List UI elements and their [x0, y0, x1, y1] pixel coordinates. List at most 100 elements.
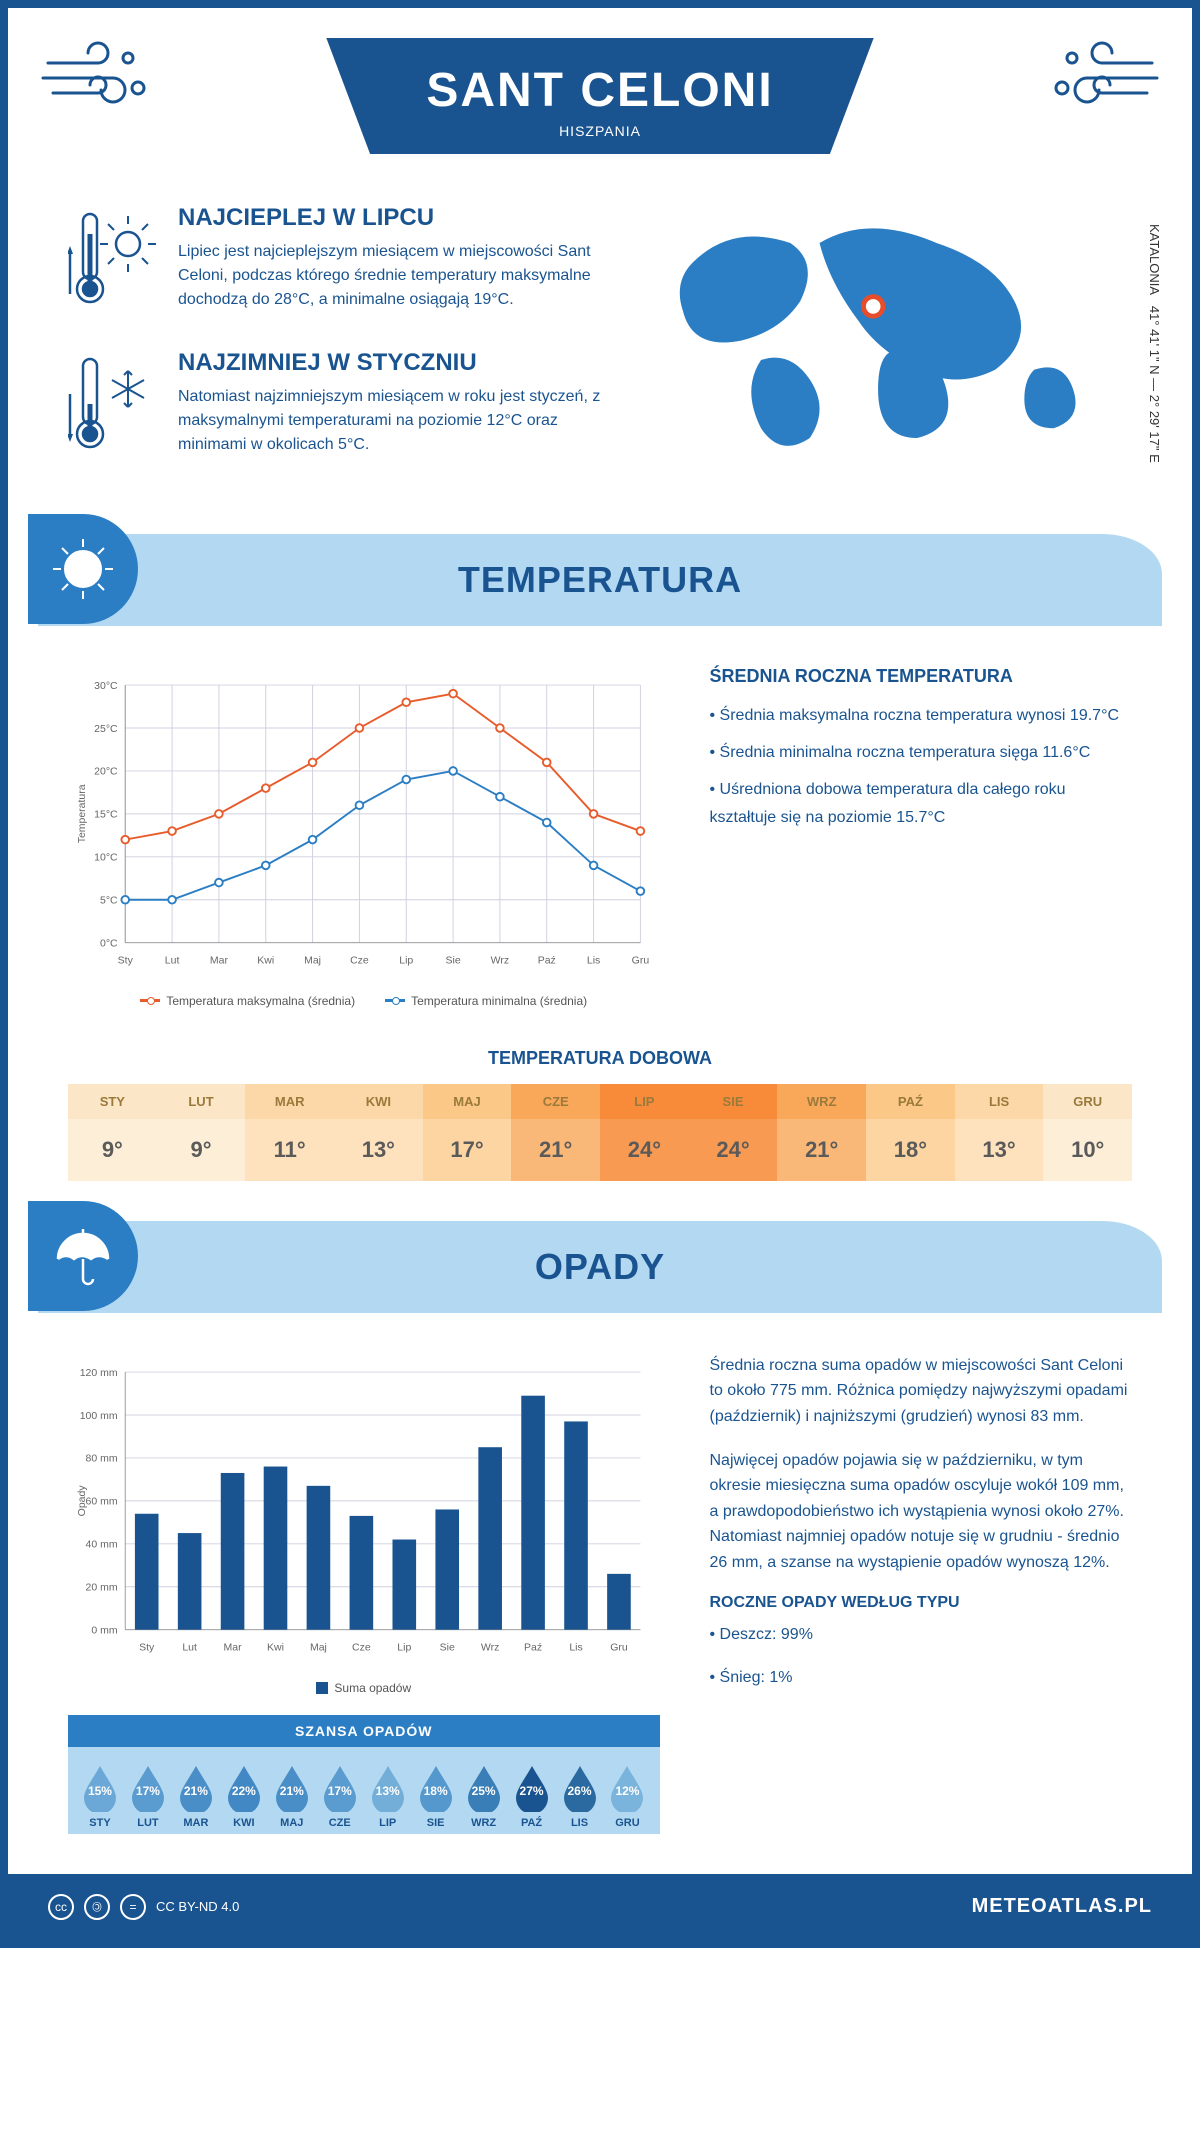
location-title: SANT CELONI: [426, 63, 773, 118]
chance-month-label: LIS: [556, 1817, 604, 1829]
svg-text:Sie: Sie: [440, 1642, 455, 1653]
chance-month-label: CZE: [316, 1817, 364, 1829]
svg-text:Gru: Gru: [632, 956, 650, 967]
daily-temp-column: MAJ 17°: [423, 1084, 512, 1181]
precip-para-2: Najwięcej opadów pojawia się w październ…: [710, 1448, 1133, 1576]
daily-temp-column: LIS 13°: [955, 1084, 1044, 1181]
svg-text:25°C: 25°C: [94, 724, 118, 735]
svg-text:60 mm: 60 mm: [86, 1497, 118, 1508]
chance-month-label: MAR: [172, 1817, 220, 1829]
raindrop-icon: 18%: [416, 1762, 456, 1812]
umbrella-icon: [28, 1201, 138, 1311]
temp-value: 24°: [600, 1119, 689, 1181]
temp-value: 13°: [334, 1119, 423, 1181]
raindrop-icon: 17%: [320, 1762, 360, 1812]
month-header: MAR: [245, 1084, 334, 1119]
temp-value: 24°: [689, 1119, 778, 1181]
temp-value: 11°: [245, 1119, 334, 1181]
temperature-line-chart: 0°C5°C10°C15°C20°C25°C30°CStyLutMarKwiMa…: [68, 666, 660, 1008]
svg-text:Kwi: Kwi: [267, 1642, 284, 1653]
svg-text:Lut: Lut: [165, 956, 180, 967]
legend-item: Suma opadów: [316, 1681, 411, 1695]
svg-text:Opady: Opady: [77, 1484, 88, 1516]
month-header: GRU: [1043, 1084, 1132, 1119]
raindrop-icon: 17%: [128, 1762, 168, 1812]
summary-title: ŚREDNIA ROCZNA TEMPERATURA: [710, 666, 1133, 687]
world-map-icon: [644, 204, 1132, 458]
daily-temp-column: PAŹ 18°: [866, 1084, 955, 1181]
cc-icon: cc: [48, 1894, 74, 1920]
section-title: OPADY: [68, 1246, 1132, 1288]
chance-title: SZANSA OPADÓW: [68, 1715, 660, 1747]
svg-text:Maj: Maj: [304, 956, 321, 967]
daily-temp-column: WRZ 21°: [777, 1084, 866, 1181]
temp-value: 18°: [866, 1119, 955, 1181]
chance-column: 22% KWI: [220, 1762, 268, 1829]
coldest-text: Natomiast najzimniejszym miesiącem w rok…: [178, 385, 604, 457]
daily-temp-column: CZE 21°: [511, 1084, 600, 1181]
intro-section: NAJCIEPLEJ W LIPCU Lipiec jest najcieple…: [8, 204, 1192, 534]
svg-text:Mar: Mar: [224, 1642, 243, 1653]
summary-bullet: • Średnia maksymalna roczna temperatura …: [710, 702, 1133, 729]
svg-text:Temperatura: Temperatura: [77, 784, 88, 843]
month-header: WRZ: [777, 1084, 866, 1119]
coldest-block: NAJZIMNIEJ W STYCZNIU Natomiast najzimni…: [68, 349, 604, 464]
chance-month-label: WRZ: [460, 1817, 508, 1829]
svg-text:Wrz: Wrz: [491, 956, 509, 967]
raindrop-icon: 13%: [368, 1762, 408, 1812]
chance-month-label: PAŹ: [508, 1817, 556, 1829]
svg-text:Sty: Sty: [118, 956, 134, 967]
svg-text:100 mm: 100 mm: [80, 1411, 118, 1422]
daily-temperature-table: TEMPERATURA DOBOWA STY 9° LUT 9° MAR 11°…: [68, 1048, 1132, 1181]
chance-month-label: STY: [76, 1817, 124, 1829]
raindrop-icon: 27%: [512, 1762, 552, 1812]
temp-value: 9°: [68, 1119, 157, 1181]
svg-text:20 mm: 20 mm: [86, 1582, 118, 1593]
svg-text:Kwi: Kwi: [257, 956, 274, 967]
precipitation-section-header: OPADY: [38, 1221, 1162, 1313]
chance-column: 27% PAŹ: [508, 1762, 556, 1829]
svg-text:Maj: Maj: [310, 1642, 327, 1653]
svg-text:Gru: Gru: [610, 1642, 628, 1653]
svg-text:Lip: Lip: [399, 956, 413, 967]
svg-text:Lis: Lis: [569, 1642, 582, 1653]
chance-column: 12% GRU: [603, 1762, 651, 1829]
raindrop-icon: 25%: [464, 1762, 504, 1812]
temp-value: 13°: [955, 1119, 1044, 1181]
month-header: SIE: [689, 1084, 778, 1119]
precip-para-1: Średnia roczna suma opadów w miejscowośc…: [710, 1353, 1133, 1430]
chance-column: 21% MAJ: [268, 1762, 316, 1829]
daily-temp-title: TEMPERATURA DOBOWA: [68, 1048, 1132, 1069]
svg-text:Sty: Sty: [139, 1642, 155, 1653]
svg-text:Mar: Mar: [210, 956, 229, 967]
svg-text:40 mm: 40 mm: [86, 1539, 118, 1550]
daily-temp-column: LIP 24°: [600, 1084, 689, 1181]
svg-text:Sie: Sie: [446, 956, 461, 967]
license-text: CC BY-ND 4.0: [156, 1899, 239, 1914]
svg-text:Paź: Paź: [524, 1642, 542, 1653]
temperature-summary: ŚREDNIA ROCZNA TEMPERATURA • Średnia mak…: [710, 666, 1133, 1008]
svg-text:Cze: Cze: [352, 1642, 371, 1653]
legend-item: .legend-swatch[style*='#2b7ec4']::after{…: [385, 994, 587, 1008]
month-header: LIP: [600, 1084, 689, 1119]
nd-icon: =: [120, 1894, 146, 1920]
by-icon: 🄯: [84, 1894, 110, 1920]
coldest-title: NAJZIMNIEJ W STYCZNIU: [178, 349, 604, 377]
hottest-text: Lipiec jest najcieplejszym miesiącem w m…: [178, 240, 604, 312]
temperature-section-header: TEMPERATURA: [38, 534, 1162, 626]
title-banner: SANT CELONI HISZPANIA: [326, 38, 873, 154]
thermometer-sun-icon: [68, 204, 158, 319]
chance-column: 25% WRZ: [460, 1762, 508, 1829]
raindrop-icon: 26%: [560, 1762, 600, 1812]
svg-text:20°C: 20°C: [94, 767, 118, 778]
raindrop-icon: 15%: [80, 1762, 120, 1812]
chance-column: 18% SIE: [412, 1762, 460, 1829]
month-header: KWI: [334, 1084, 423, 1119]
temp-value: 21°: [511, 1119, 600, 1181]
daily-temp-column: KWI 13°: [334, 1084, 423, 1181]
chance-month-label: GRU: [603, 1817, 651, 1829]
wind-icon: [38, 38, 158, 118]
daily-temp-column: GRU 10°: [1043, 1084, 1132, 1181]
section-title: TEMPERATURA: [68, 559, 1132, 601]
chance-column: 21% MAR: [172, 1762, 220, 1829]
